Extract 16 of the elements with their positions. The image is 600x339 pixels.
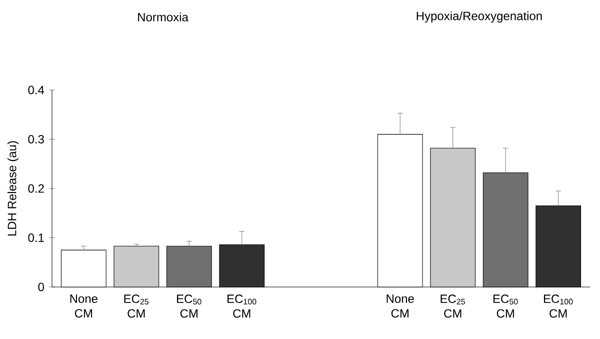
x-tick-label: None CM xyxy=(70,294,98,318)
text: Hypoxia/Reoxygenation xyxy=(416,11,542,23)
x-tick-label: EC$_{100}$ CM xyxy=(228,294,256,318)
x-tick-label: EC$_{50}$ CM xyxy=(177,294,202,318)
y-tick-label: 0.3 xyxy=(28,134,44,144)
x-tick-label: EC$_{50}$ CM xyxy=(493,294,518,318)
y-tick-label: 0 xyxy=(38,282,44,292)
x-tick-label: None CM xyxy=(386,294,414,318)
x-tick-label: EC$_{25}$ CM xyxy=(124,294,149,318)
y-tick-label: 0.2 xyxy=(28,184,44,193)
x-tick-label: EC$_{100}$ CM xyxy=(544,294,573,318)
y-tick-label: 0.4 xyxy=(28,86,44,94)
y-axis-title: LDH Release (au) xyxy=(7,141,19,236)
y-tick-label: 0.1 xyxy=(28,233,44,242)
text: Normoxia xyxy=(138,12,188,22)
x-tick-label: EC$_{25}$ CM xyxy=(440,294,465,318)
